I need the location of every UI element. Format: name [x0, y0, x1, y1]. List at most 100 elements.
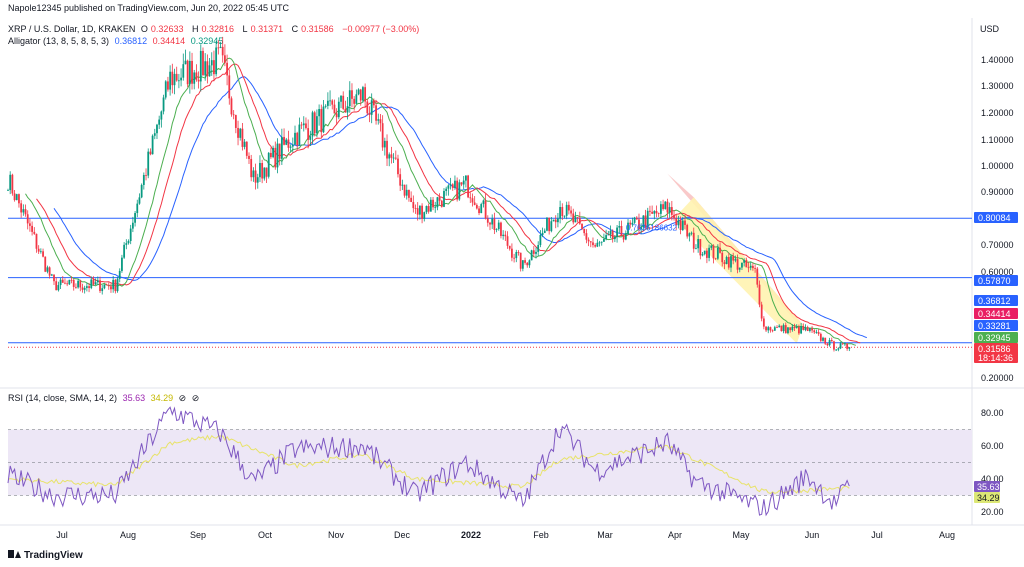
- candle-body: [160, 111, 163, 120]
- candle-body: [50, 274, 53, 276]
- candle-body: [210, 60, 213, 66]
- rsi-settings-icon[interactable]: ⊘: [191, 393, 200, 403]
- candle-body: [219, 46, 222, 48]
- candle-body: [605, 235, 608, 239]
- time-axis-label: Sep: [190, 530, 206, 540]
- price-badge: [974, 308, 1018, 319]
- tradingview-logo[interactable]: TradingView: [8, 550, 83, 561]
- candle-body: [88, 286, 90, 288]
- candle-body: [241, 128, 244, 147]
- candle-body: [723, 262, 726, 265]
- candle-body: [458, 182, 461, 200]
- candle-body: [758, 284, 761, 305]
- candle-body: [173, 73, 176, 86]
- price-badge-label: 0.31586: [978, 344, 1011, 354]
- candle-body: [826, 343, 829, 346]
- symbol-legend[interactable]: XRP / U.S. Dollar, 1D, KRAKEN O 0.32633 H…: [8, 24, 422, 34]
- candle-body: [749, 265, 752, 268]
- candle-body: [734, 259, 737, 261]
- candle-body: [686, 224, 689, 237]
- candle-body: [85, 286, 88, 288]
- candle-body: [105, 284, 108, 286]
- candle-body: [276, 143, 279, 168]
- high-label: H 0.32816: [191, 24, 235, 34]
- candle-body: [583, 228, 586, 234]
- candle-body: [53, 274, 55, 282]
- candle-body: [75, 286, 77, 288]
- time-axis-label: May: [732, 530, 750, 540]
- candle-body: [335, 113, 338, 118]
- close-value: 0.31586: [301, 24, 334, 34]
- candle-body: [357, 89, 360, 95]
- candle-body: [156, 124, 158, 134]
- candle-body: [215, 47, 218, 75]
- candle-body: [184, 60, 187, 65]
- candle-body: [670, 207, 673, 215]
- candle-body: [500, 222, 502, 236]
- candle-body: [804, 327, 807, 331]
- rsi-value: 35.63: [122, 393, 146, 403]
- candle-body: [517, 252, 520, 253]
- candle-body: [552, 219, 555, 222]
- price-badge: [974, 320, 1018, 331]
- candle-body: [596, 242, 599, 247]
- candle-body: [640, 227, 643, 230]
- candle-body: [438, 197, 441, 201]
- rsi-legend[interactable]: RSI (14, close, SMA, 14, 2) 35.63 34.29 …: [8, 393, 202, 404]
- candle-body: [26, 214, 29, 224]
- candle-body: [688, 233, 691, 237]
- candle-body: [469, 197, 472, 199]
- candle-body: [535, 251, 537, 254]
- candle-body: [42, 251, 44, 257]
- candle-body: [11, 174, 14, 194]
- candle-body: [59, 279, 62, 286]
- candle-body: [539, 234, 542, 245]
- candle-body: [493, 218, 496, 230]
- candle-body: [270, 152, 272, 158]
- time-axis-label: Mar: [597, 530, 613, 540]
- candle-body: [521, 260, 524, 269]
- candle-body: [592, 242, 594, 246]
- alligator-jaw-value: 0.36812: [114, 36, 148, 46]
- candle-body: [449, 184, 452, 186]
- candle-body: [127, 241, 130, 244]
- candle-body: [598, 242, 601, 244]
- candle-body: [234, 115, 237, 128]
- price-badge-label: 0.34414: [978, 309, 1011, 319]
- candle-body: [55, 281, 58, 291]
- candle-body: [197, 79, 200, 82]
- rsi-badge-label: 35.63: [977, 482, 1000, 492]
- candle-body: [138, 197, 141, 204]
- candle-body: [725, 257, 728, 265]
- candle-body: [221, 46, 224, 56]
- candle-body: [348, 90, 351, 107]
- candle-body: [107, 285, 110, 287]
- candle-body: [224, 55, 226, 63]
- candle-body: [112, 279, 115, 290]
- currency-label[interactable]: USD: [980, 24, 1000, 34]
- rsi-badge: [974, 481, 1000, 492]
- alligator-legend[interactable]: Alligator (13, 8, 5, 8, 5, 3) 0.36812 0.…: [8, 36, 226, 46]
- candle-body: [482, 200, 485, 205]
- candle-body: [833, 341, 835, 350]
- candle-body: [239, 128, 242, 138]
- candle-body: [206, 61, 209, 77]
- candle-body: [57, 285, 60, 291]
- candle-body: [646, 210, 649, 228]
- candle-body: [745, 260, 748, 268]
- candle-body: [692, 232, 695, 249]
- candle-body: [320, 109, 323, 133]
- channel-lower-fill: [674, 197, 804, 344]
- candle-body: [90, 279, 93, 288]
- candle-body: [388, 154, 391, 159]
- candle-body: [370, 100, 373, 115]
- candle-body: [226, 62, 228, 76]
- candle-body: [265, 167, 268, 177]
- candle-body: [489, 222, 491, 225]
- candle-body: [451, 184, 454, 188]
- rsi-eye-icon[interactable]: ⊘: [178, 393, 187, 403]
- candle-body: [624, 233, 627, 240]
- candle-body: [447, 185, 450, 189]
- candle-body: [305, 123, 307, 129]
